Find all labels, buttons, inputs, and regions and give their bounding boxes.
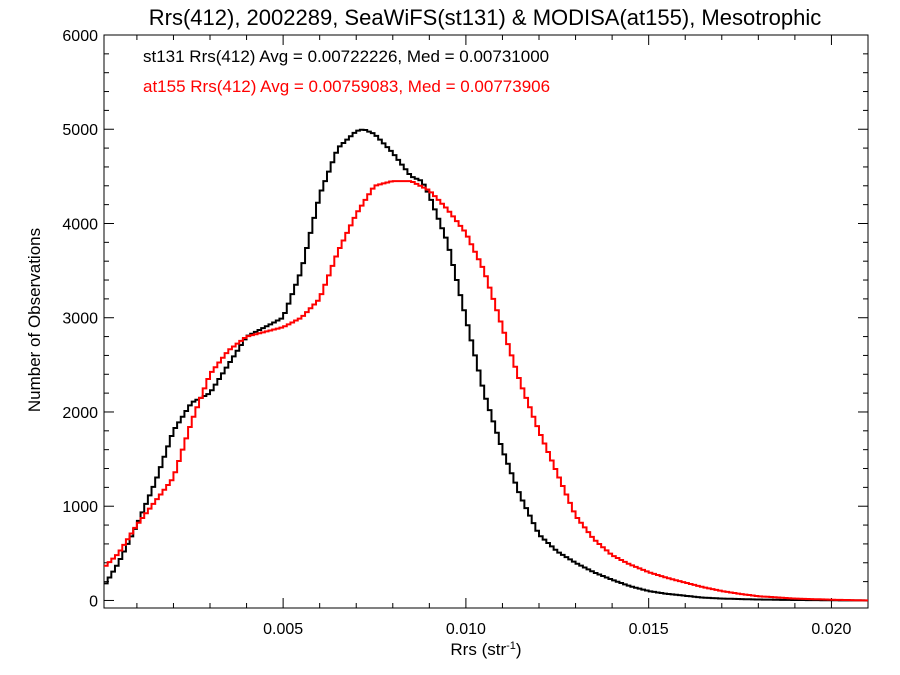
x-axis-label: Rrs (str-1) [450, 640, 521, 659]
legend-entry-st131: st131 Rrs(412) Avg = 0.00722226, Med = 0… [143, 47, 549, 66]
x-tick-label: 0.015 [629, 621, 669, 638]
y-axis-label: Number of Observations [25, 228, 44, 412]
legend-entry-at155: at155 Rrs(412) Avg = 0.00759083, Med = 0… [143, 77, 550, 96]
x-tick-label: 0.005 [263, 621, 303, 638]
y-tick-label: 1000 [62, 499, 98, 516]
axis-ticks: 0.005 0.010 0.015 0.020 0 1000 2000 3000 4000 500… [62, 28, 869, 638]
x-tick-label: 0.010 [446, 621, 486, 638]
series-line-st131 [104, 128, 868, 602]
series-layer [104, 128, 868, 602]
y-tick-label: 6000 [62, 28, 98, 45]
x-axis-label-end: ) [516, 640, 522, 659]
x-tick-label: 0.020 [811, 621, 851, 638]
y-tick-label: 0 [89, 593, 98, 610]
y-tick-label: 5000 [62, 122, 98, 139]
x-axis-label-superscript: -1 [506, 640, 516, 652]
chart-title: Rrs(412), 2002289, SeaWiFS(st131) & MODI… [149, 5, 822, 30]
y-tick-label: 2000 [62, 405, 98, 422]
x-axis-label-main: Rrs (str [450, 640, 506, 659]
series-line-at155 [104, 180, 868, 602]
y-tick-label: 4000 [62, 216, 98, 233]
y-tick-label: 3000 [62, 311, 98, 328]
plot-frame [103, 34, 869, 609]
